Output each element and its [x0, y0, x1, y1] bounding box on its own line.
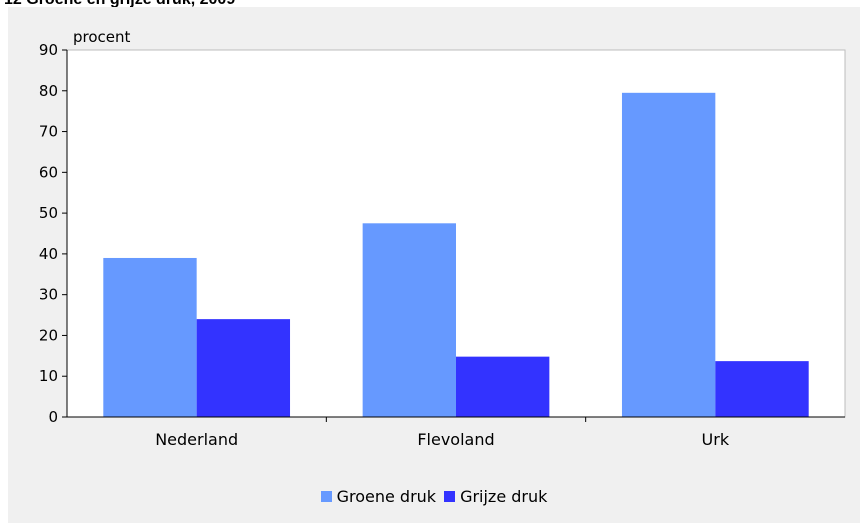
bar-groene-flevoland	[362, 223, 456, 417]
y-tick-label: 40	[39, 245, 58, 263]
y-axis: 0 10 20 30 40 50 60 70 80 90	[39, 41, 68, 426]
bar-groene-nederland	[103, 257, 197, 417]
legend-swatch-groene	[320, 491, 332, 502]
y-tick-label: 70	[39, 123, 58, 141]
y-tick-label: 50	[39, 204, 58, 222]
y-tick-label: 90	[39, 41, 58, 59]
bar-groene-urk	[621, 92, 716, 418]
chart-title: 12 Groene en grijze druk, 2009	[0, 0, 868, 9]
bar-grijze-urk	[715, 361, 809, 417]
legend: Groene druk Grijze druk	[0, 487, 868, 506]
legend-swatch-grijze	[444, 491, 456, 502]
y-tick-label: 30	[39, 286, 58, 304]
x-category-label: Urk	[702, 430, 730, 449]
legend-item-grijze: Grijze druk	[444, 487, 547, 506]
bar-grijze-nederland	[196, 319, 291, 417]
y-tick-label: 80	[39, 82, 58, 100]
x-category-label: Nederland	[155, 430, 238, 449]
y-unit-label: procent	[73, 28, 131, 46]
y-tick-label: 20	[39, 326, 58, 344]
y-tick-label: 10	[39, 367, 58, 385]
bar-grijze-flevoland	[456, 356, 550, 417]
x-category-label: Flevoland	[417, 430, 494, 449]
legend-label-grijze: Grijze druk	[460, 487, 548, 506]
x-axis: Nederland Flevoland Urk	[67, 416, 845, 449]
legend-label-groene: Groene druk	[336, 487, 437, 506]
y-tick-label: 60	[39, 163, 58, 181]
legend-item-groene: Groene druk	[320, 487, 437, 506]
y-tick-label: 0	[48, 408, 58, 426]
bars-group	[103, 92, 809, 418]
